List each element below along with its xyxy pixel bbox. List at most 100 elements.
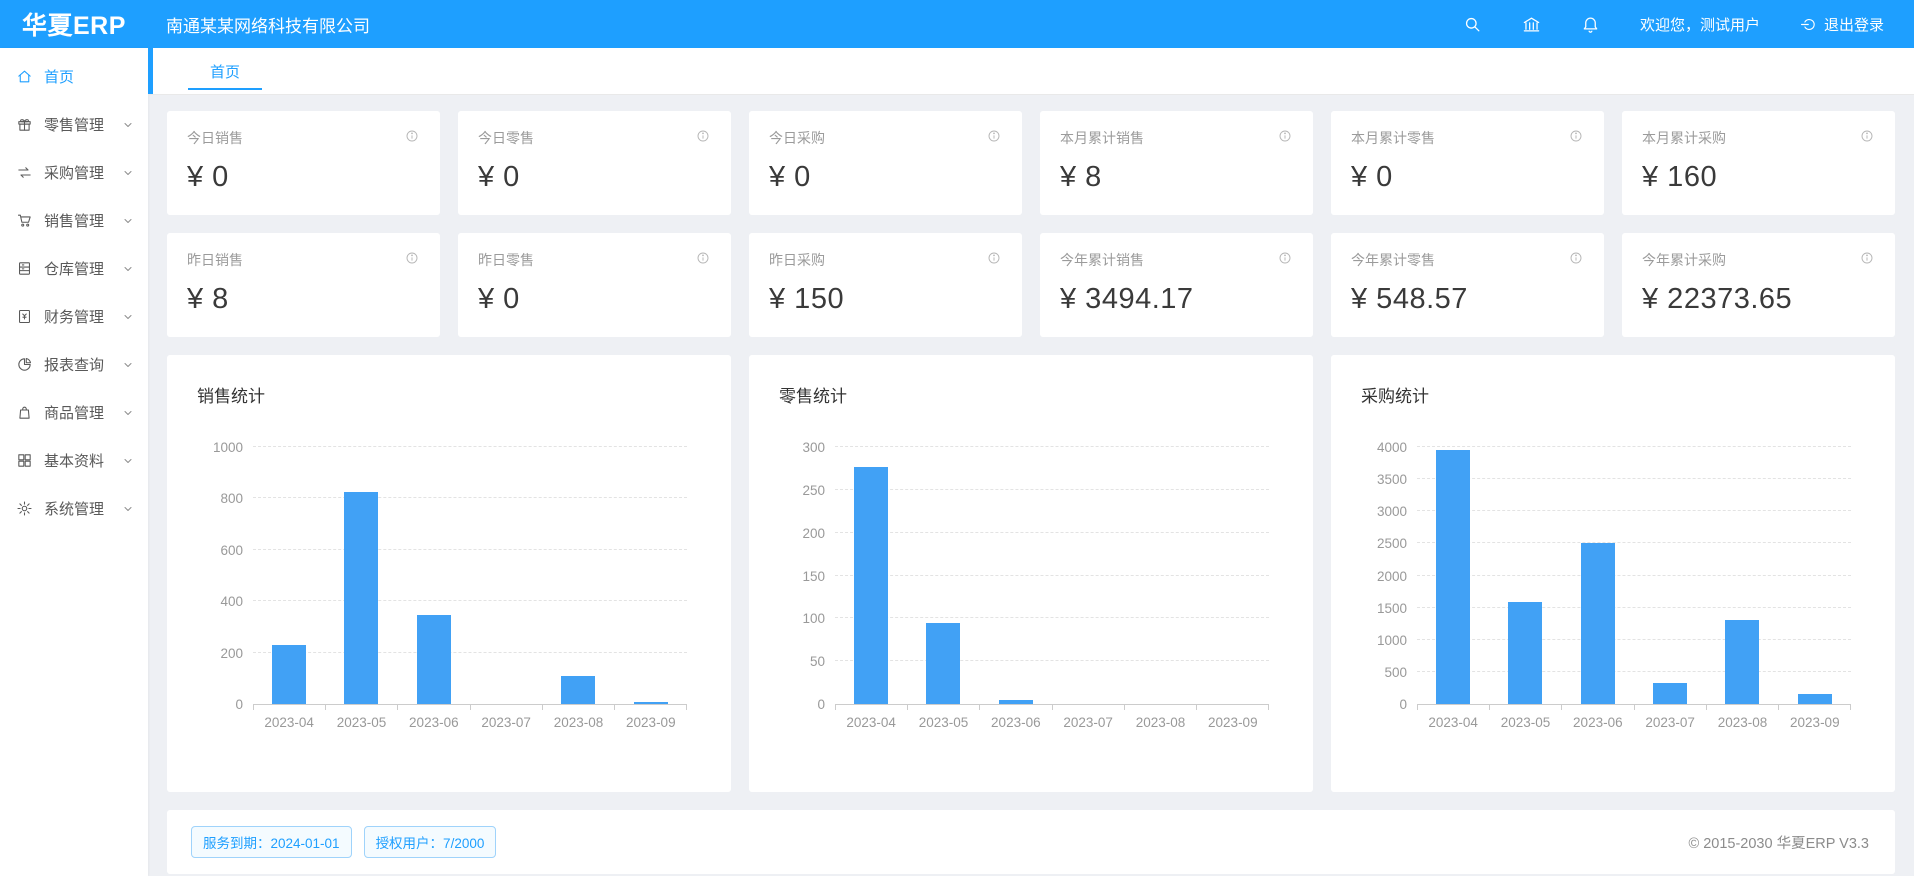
sidebar-item-purchase[interactable]: 采购管理 [0,148,148,196]
sidebar-item-sales[interactable]: 销售管理 [0,196,148,244]
chart-plot-area: 0 500 1000 1500 2000 2500 3000 3500 4000 [1377,440,1852,712]
stat-label: 今日零售 [478,130,534,146]
info-icon[interactable] [695,128,711,144]
sidebar-item-label: 销售管理 [44,212,105,230]
bar-slot [615,447,687,704]
y-axis-tick-label: 500 [1384,664,1407,680]
bar-slot [1052,447,1124,704]
cart-icon [16,212,33,229]
bar-slot [1634,447,1706,704]
stat-label: 昨日采购 [769,252,825,268]
sidebar-item-basic-data[interactable]: 基本资料 [0,436,148,484]
bar-slot [253,447,325,704]
x-axis-tick-label: 2023-04 [846,715,896,730]
x-axis-labels: 2023-04 2023-05 2023-06 2023-07 2023-08 2023-… [835,715,1269,730]
bar-slot [1197,447,1269,704]
sidebar-item-retail[interactable]: 零售管理 [0,100,148,148]
sidebar-item-reports[interactable]: 报表查询 [0,340,148,388]
stat-card: 今年累计零售 ¥ 548.57 [1331,233,1604,337]
info-icon[interactable] [986,250,1002,266]
chevron-down-icon [122,406,134,418]
gridline [835,660,1269,662]
x-axis-tick-label: 2023-05 [918,715,969,730]
licensed-users-badge: 授权用户：7/2000 [363,826,497,858]
y-axis-tick-label: 1500 [1376,600,1407,616]
x-axis-tick-label: 2023-08 [553,715,604,730]
info-icon[interactable] [1859,250,1875,266]
y-axis-tick-label: 600 [220,542,243,558]
gridline [835,488,1269,490]
info-icon[interactable] [1568,128,1584,144]
info-icon[interactable] [1277,250,1293,266]
y-axis-tick-label: 100 [802,611,825,627]
info-icon[interactable] [986,128,1002,144]
x-tick [543,704,615,710]
info-icon[interactable] [695,250,711,266]
info-icon[interactable] [1859,128,1875,144]
gridline [835,446,1269,447]
bar-slot [542,447,614,704]
sidebar-item-system[interactable]: 系统管理 [0,484,148,532]
gridline [1417,478,1851,480]
bar-slot [325,447,397,704]
y-axis-tick-label: 4000 [1376,440,1407,455]
bar-chart: 0 50 100 150 200 250 300 2023-04 2023-05 2023-06… [779,440,1279,730]
y-axis-tick-label: 200 [220,645,243,661]
stat-label: 今年累计采购 [1642,252,1726,268]
stat-label: 今日销售 [187,130,243,146]
bar-2023-07 [1653,682,1688,704]
tab-home[interactable]: 首页 [188,48,263,94]
sidebar-item-label: 首页 [44,68,75,86]
sidebar-item-warehouse[interactable]: 仓库管理 [0,244,148,292]
bar-2023-05 [344,491,379,704]
info-icon[interactable] [404,250,420,266]
gridline [1417,574,1851,576]
service-expiry-badge: 服务到期：2024-01-01 [191,826,352,858]
bank-icon[interactable] [1522,15,1541,34]
stat-cards-row-2: 昨日销售 ¥ 8 昨日零售 ¥ 0 昨日采购 ¥ 150 今年累计销售 ¥ 34… [167,233,1895,337]
stat-label: 昨日零售 [478,252,534,268]
gear-icon [16,500,33,517]
company-name: 南通某某网络科技有限公司 [166,16,370,36]
sidebar-item-label: 基本资料 [44,452,105,470]
logout-button[interactable]: 退出登录 [1800,14,1884,35]
info-icon[interactable] [1568,250,1584,266]
x-tick [1197,704,1270,710]
bar-2023-09 [1797,693,1832,704]
x-tick [253,704,327,710]
stat-card: 今日采购 ¥ 0 [749,111,1022,215]
grid-icon [16,452,33,469]
gridline [1417,446,1851,447]
y-axis-tick-label: 250 [802,482,825,498]
warehouse-icon [16,260,33,277]
sidebar-item-finance[interactable]: 财务管理 [0,292,148,340]
bars-container [1417,447,1851,704]
bar-slot [1489,447,1561,704]
logout-label: 退出登录 [1823,16,1884,34]
tab-label: 首页 [210,63,241,81]
app-logo[interactable]: 华夏ERP [22,12,126,40]
stat-value: ¥ 0 [187,161,229,193]
sidebar-item-goods[interactable]: 商品管理 [0,388,148,436]
bag-icon [16,404,33,421]
sidebar-item-home[interactable]: 首页 [0,52,148,100]
y-axis-tick-label: 200 [802,525,825,541]
y-axis-tick-label: 3000 [1376,504,1407,520]
stat-card: 今年累计采购 ¥ 22373.65 [1622,233,1895,337]
x-axis-tick-label: 2023-06 [991,715,1041,730]
x-tick [398,704,471,710]
welcome-text: 欢迎您，测试用户 [1639,16,1760,34]
info-icon[interactable] [1277,128,1293,144]
bar-slot [980,447,1052,704]
top-header-bar: 华夏ERP 南通某某网络科技有限公司 欢迎您，测试用户 退出登录 [0,0,1914,48]
search-icon[interactable] [1463,15,1482,34]
stat-card: 今日销售 ¥ 0 [167,111,440,215]
info-icon[interactable] [404,128,420,144]
bell-icon[interactable] [1581,15,1600,34]
stat-card: 今年累计销售 ¥ 3494.17 [1040,233,1313,337]
chevron-down-icon [122,118,134,130]
stat-card: 昨日销售 ¥ 8 [167,233,440,337]
stat-card: 昨日零售 ¥ 0 [458,233,731,337]
x-tick [1053,704,1125,710]
y-axis-tick-label: 0 [1399,697,1407,712]
